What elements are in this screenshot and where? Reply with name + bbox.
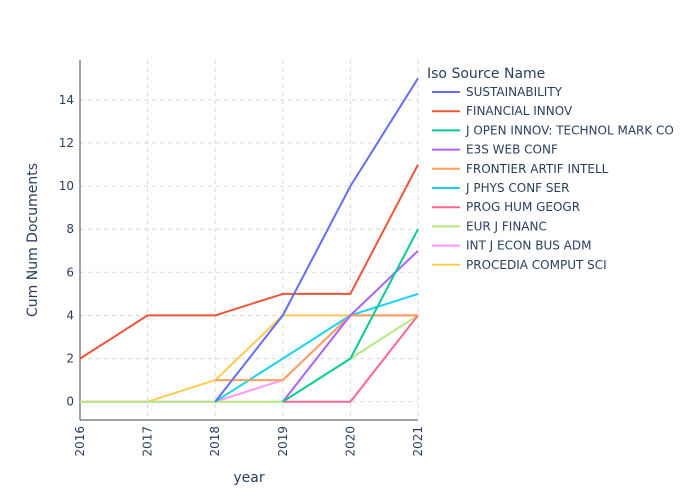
y-tick-label: 4 <box>66 308 74 322</box>
tick-label-layer: 2016 2017 2018 2019 2020 2021 0 2 4 6 8 10 12 14 <box>59 93 425 457</box>
x-tick-label: 2019 <box>276 426 290 457</box>
series-layer <box>79 77 419 403</box>
legend: Iso Source Name SUSTAINABILITY FINANCIAL … <box>427 66 674 272</box>
y-tick-label: 10 <box>59 179 74 193</box>
y-tick-label: 14 <box>59 93 74 107</box>
legend-label: PROG HUM GEOGR <box>466 200 580 214</box>
y-tick-label: 8 <box>66 222 74 236</box>
legend-item-int-j-econ-bus-adm[interactable]: INT J ECON BUS ADM <box>432 239 591 253</box>
legend-label: J OPEN INNOV: TECHNOL MARK CO <box>465 123 674 137</box>
x-tick-label: 2016 <box>73 426 87 457</box>
legend-item-sustainability[interactable]: SUSTAINABILITY <box>432 85 563 99</box>
grid-layer <box>79 60 419 420</box>
x-tick-label: 2020 <box>343 426 357 457</box>
series-line-prog-hum-geogr <box>282 314 419 403</box>
y-tick-label: 0 <box>66 395 74 409</box>
y-axis-title: Cum Num Documents <box>25 163 41 317</box>
legend-item-e3s-web-conf[interactable]: E3S WEB CONF <box>432 143 558 157</box>
legend-label: FINANCIAL INNOV <box>466 104 573 118</box>
legend-items: SUSTAINABILITY FINANCIAL INNOV J OPEN INNO… <box>432 85 674 272</box>
y-tick-label: 6 <box>66 265 74 279</box>
legend-item-j-open-innov-technol-mark-co[interactable]: J OPEN INNOV: TECHNOL MARK CO <box>432 123 674 137</box>
y-tick-label: 12 <box>59 136 74 150</box>
series-line-financial-innov <box>79 164 419 360</box>
legend-label: J PHYS CONF SER <box>465 181 569 195</box>
y-tick-label: 2 <box>66 352 74 366</box>
legend-label: FRONTIER ARTIF INTELL <box>466 162 609 176</box>
legend-title: Iso Source Name <box>427 66 545 82</box>
series-line-frontier-artif-intell <box>215 314 418 382</box>
legend-label: INT J ECON BUS ADM <box>466 239 591 253</box>
legend-label: SUSTAINABILITY <box>466 85 563 99</box>
legend-item-frontier-artif-intell[interactable]: FRONTIER ARTIF INTELL <box>432 162 609 176</box>
legend-item-j-phys-conf-ser[interactable]: J PHYS CONF SER <box>432 181 569 195</box>
x-tick-label: 2017 <box>141 426 155 457</box>
legend-label: EUR J FINANC <box>466 219 547 233</box>
series-line-j-open-innov-technol-mark-co <box>282 228 419 403</box>
series-line-sustainability <box>214 77 419 403</box>
legend-item-prog-hum-geogr[interactable]: PROG HUM GEOGR <box>432 200 580 214</box>
legend-item-eur-j-financ[interactable]: EUR J FINANC <box>432 219 547 233</box>
x-tick-label: 2018 <box>208 426 222 457</box>
legend-item-procedia-comput-sci[interactable]: PROCEDIA COMPUT SCI <box>432 258 607 272</box>
legend-label: E3S WEB CONF <box>466 143 558 157</box>
legend-label: PROCEDIA COMPUT SCI <box>466 258 607 272</box>
legend-item-financial-innov[interactable]: FINANCIAL INNOV <box>432 104 573 118</box>
series-line-eur-j-financ <box>80 314 419 403</box>
x-tick-label: 2021 <box>411 426 425 457</box>
axis-layer <box>79 60 418 421</box>
x-axis-title: year <box>233 470 264 486</box>
